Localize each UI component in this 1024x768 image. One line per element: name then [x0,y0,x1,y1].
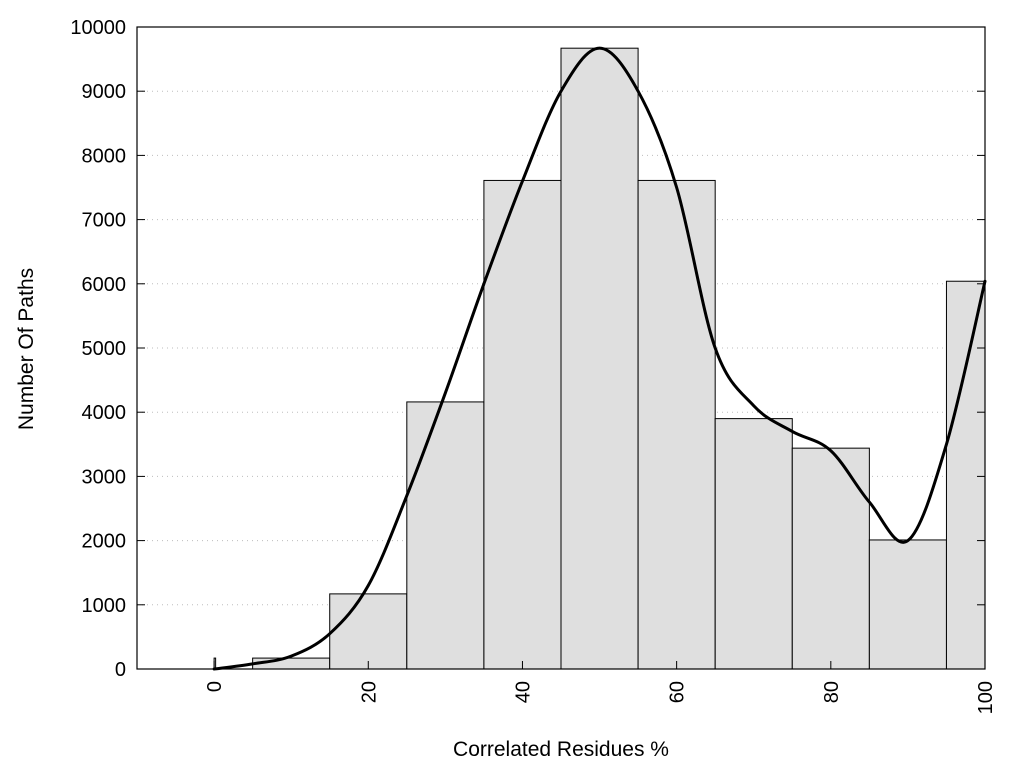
y-tick-label: 8000 [82,145,127,167]
histogram-bar [329,593,408,670]
x-tick-label: 100 [975,681,997,714]
y-tick-label: 9000 [82,81,127,103]
histogram-bar [637,179,716,670]
smoothed-density-curve [212,46,987,671]
y-tick-label: 1000 [82,595,127,617]
histogram-bar [483,179,562,670]
x-tick-label: 0 [204,681,226,692]
y-tick-label: 7000 [82,210,127,232]
histogram-bar [714,418,793,670]
x-tick-label: 80 [821,681,843,703]
histogram-bars [213,47,986,670]
histogram-bar [560,47,639,670]
histogram-bar [945,280,986,670]
x-tick-label: 40 [512,681,534,703]
y-tick-label: 10000 [70,17,126,39]
histogram-bar [868,539,947,670]
histogram-bar [406,401,485,670]
y-tick-label: 0 [115,659,126,681]
y-tick-label: 2000 [82,531,127,553]
y-axis-label: Number Of Paths [15,268,38,430]
y-tick-label: 4000 [82,402,127,424]
y-tick-label: 3000 [82,466,127,488]
y-tick-label: 5000 [82,338,127,360]
y-tick-label: 6000 [82,274,127,296]
y-axis-ticks: 0 1000 2000 3000 4000 5000 6000 7000 8000 9000 100… [70,17,985,681]
histogram-bar [791,447,870,670]
x-axis-label: Correlated Residues % [453,738,669,761]
x-tick-label: 20 [358,681,380,703]
x-axis-ticks: 0 20 40 60 80 100 [204,661,997,714]
x-tick-label: 60 [667,681,689,703]
